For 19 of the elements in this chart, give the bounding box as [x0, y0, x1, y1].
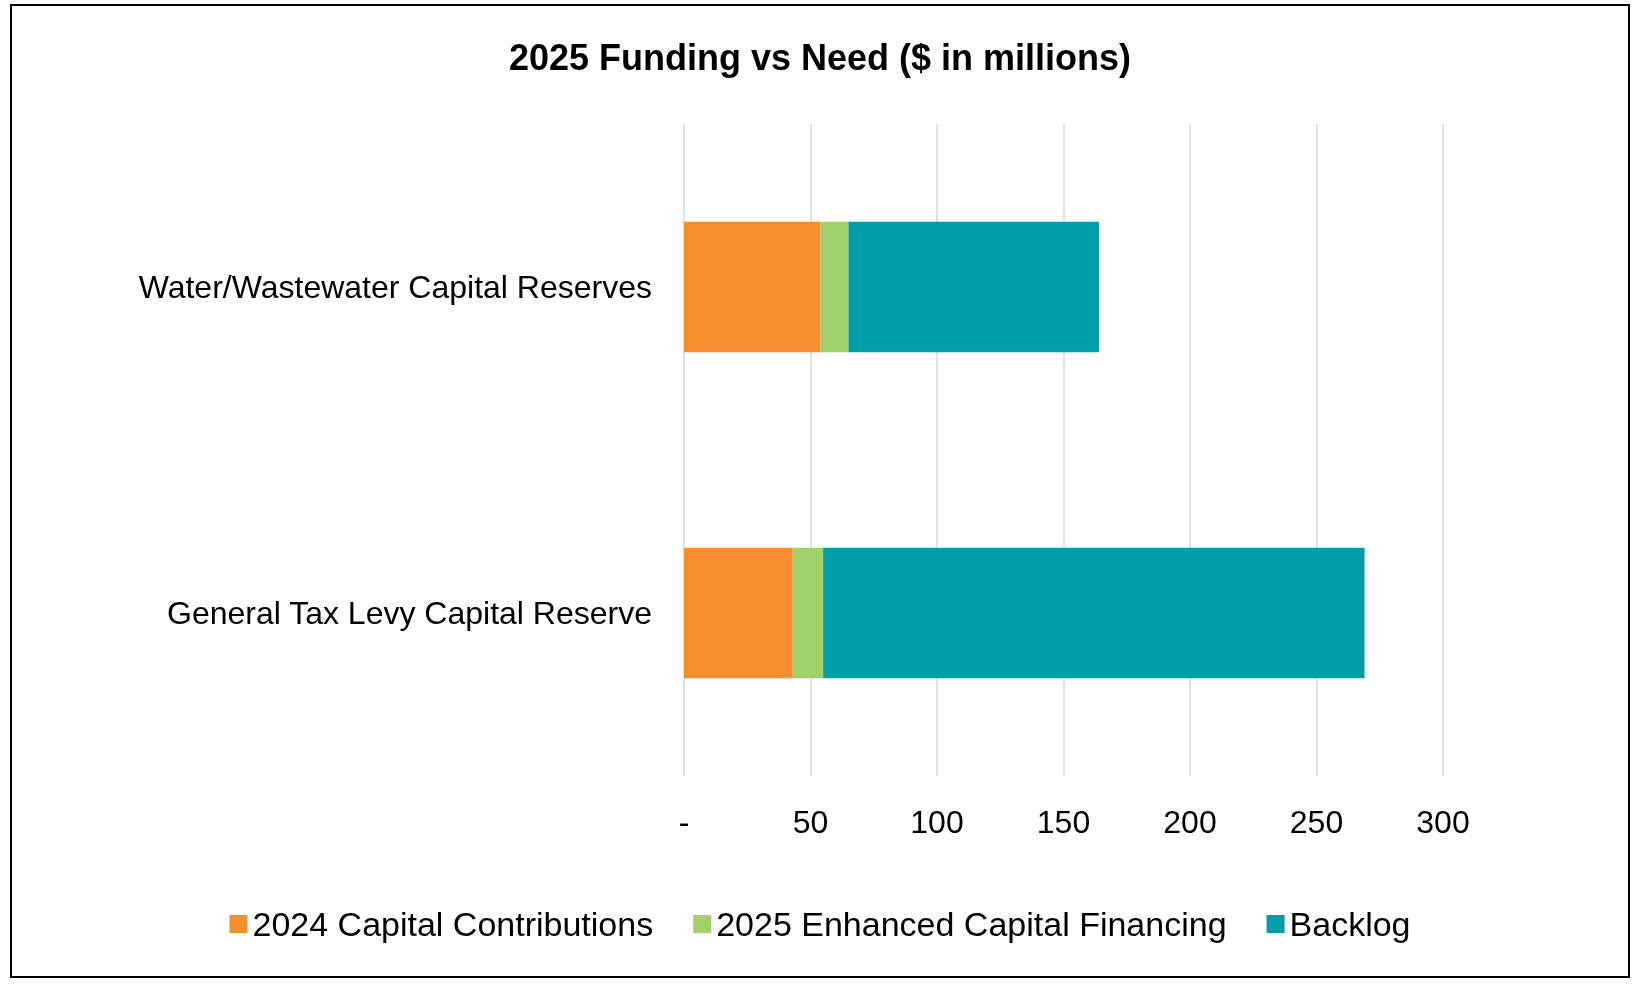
- x-tick-label: 50: [792, 804, 829, 840]
- bar: [823, 547, 1365, 679]
- x-tick-label: 300: [1416, 804, 1470, 840]
- bar: [792, 547, 824, 679]
- x-tick-label: 250: [1289, 804, 1344, 840]
- y-tick-label: Water/Wastewater Capital Reserves: [138, 269, 652, 305]
- chart-title: 2025 Funding vs Need ($ in millions): [508, 36, 1132, 78]
- x-tick-label: -: [678, 804, 690, 840]
- y-tick-label: General Tax Levy Capital Reserve: [167, 595, 652, 631]
- legend-label: 2024 Capital Contributions: [252, 905, 654, 943]
- x-tick-label: 150: [1036, 804, 1091, 840]
- bar: [848, 221, 1099, 353]
- legend-label: 2025 Enhanced Capital Financing: [716, 905, 1227, 943]
- x-tick-label: 200: [1163, 804, 1217, 840]
- bar: [684, 547, 793, 679]
- x-tick-label: 100: [910, 804, 964, 840]
- bar: [820, 221, 849, 353]
- bar: [684, 221, 821, 353]
- legend-label: Backlog: [1289, 905, 1411, 943]
